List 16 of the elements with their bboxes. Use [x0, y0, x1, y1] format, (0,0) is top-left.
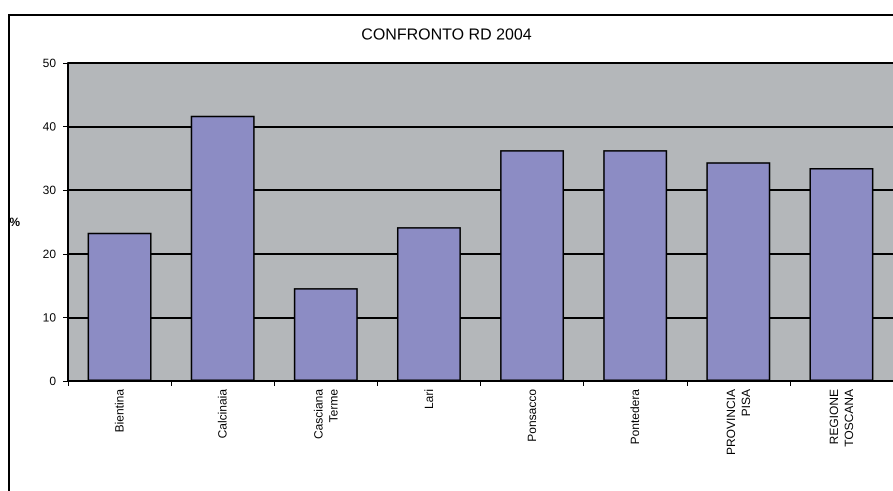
x-tick-label: PROVINCIA PISA: [724, 389, 753, 456]
x-tick-label: Bientina: [112, 388, 127, 432]
chart-title: CONFRONTO RD 2004: [361, 26, 532, 44]
x-tick-label: REGIONE TOSCANA: [826, 389, 856, 447]
y-tick-label: 0: [49, 374, 56, 388]
x-tick-label: Calcinaia: [216, 388, 230, 438]
y-tick-label: 40: [42, 120, 56, 134]
x-tick-label: Casciana Terme: [311, 388, 340, 440]
x-tick-label: Lari: [422, 389, 436, 410]
y-tick-label: 30: [42, 183, 56, 198]
y-tick-label: 10: [42, 310, 56, 324]
y-axis-title: %: [9, 215, 20, 229]
y-tick-label: 20: [42, 246, 56, 261]
y-tick-label: 50: [42, 56, 56, 70]
x-tick-label: Ponsacco: [525, 388, 540, 442]
x-tick-label: Pontedera: [628, 388, 642, 444]
